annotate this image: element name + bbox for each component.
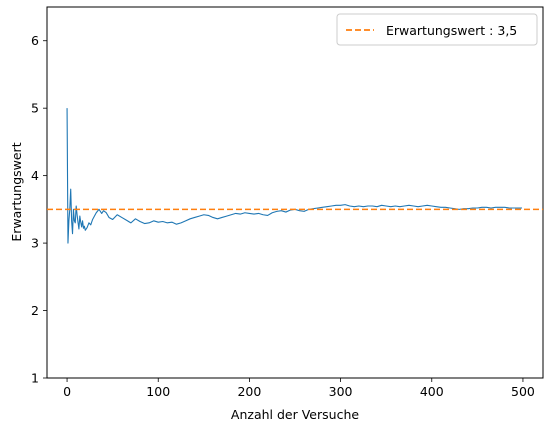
y-tick-label: 6 <box>31 33 39 48</box>
x-tick-label: 300 <box>329 384 353 399</box>
x-tick-label: 200 <box>237 384 261 399</box>
y-tick-label: 3 <box>31 236 39 251</box>
y-axis: 1 2 3 4 5 6 <box>31 33 47 386</box>
x-tick-label: 400 <box>420 384 444 399</box>
y-tick-label: 5 <box>31 101 39 116</box>
y-tick-label: 1 <box>31 371 39 386</box>
legend: Erwartungswert : 3,5 <box>336 13 538 46</box>
plot-area <box>46 6 544 379</box>
y-tick-label: 4 <box>31 168 39 183</box>
x-axis-label: Anzahl der Versuche <box>231 407 359 422</box>
x-axis: 0 100 200 300 400 500 <box>63 378 535 399</box>
series-line-0 <box>66 108 523 244</box>
legend-box <box>336 13 538 46</box>
x-tick-label: 0 <box>63 384 71 399</box>
y-axis-label: Erwartungswert <box>9 142 24 241</box>
series-layer <box>66 108 523 244</box>
plot-frame <box>46 6 544 379</box>
x-tick-label: 100 <box>146 384 170 399</box>
x-tick-label: 500 <box>511 384 535 399</box>
legend-label-reference: Erwartungswert : 3,5 <box>386 23 517 38</box>
y-tick-label: 2 <box>31 303 39 318</box>
